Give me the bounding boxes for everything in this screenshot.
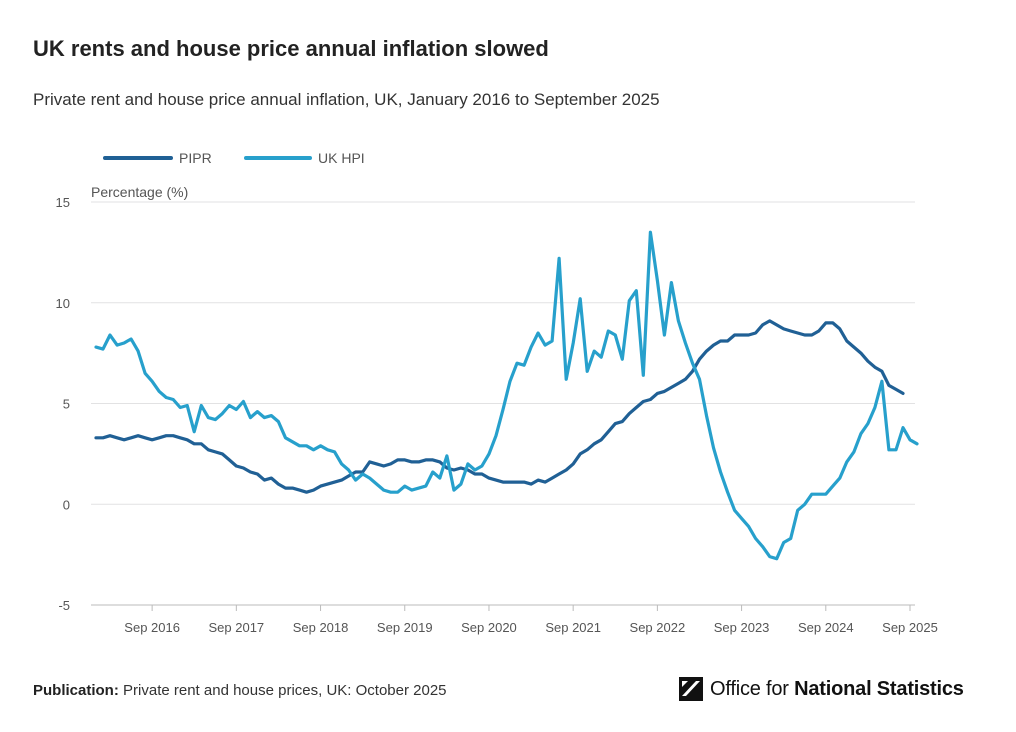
x-tick-label: Sep 2024 bbox=[798, 620, 854, 635]
x-tick-label: Sep 2022 bbox=[630, 620, 686, 635]
publication-note: Publication: Private rent and house pric… bbox=[33, 682, 447, 699]
legend-label-ukhpi: UK HPI bbox=[318, 150, 365, 166]
x-tick-label: Sep 2019 bbox=[377, 620, 433, 635]
x-tick-label: Sep 2016 bbox=[124, 620, 180, 635]
x-tick-label: Sep 2021 bbox=[545, 620, 601, 635]
x-tick-label: Sep 2018 bbox=[293, 620, 349, 635]
y-tick-label: 10 bbox=[56, 296, 70, 311]
chart-grid bbox=[91, 201, 915, 505]
ons-logo-icon bbox=[679, 677, 703, 701]
ons-logo-text: Office for National Statistics bbox=[710, 677, 964, 700]
legend-label-pipr: PIPR bbox=[179, 150, 212, 166]
x-tick-label: Sep 2017 bbox=[209, 620, 265, 635]
y-tick-label: 15 bbox=[56, 195, 70, 210]
series-line-pipr bbox=[94, 319, 905, 494]
y-tick-label: 0 bbox=[63, 497, 70, 512]
y-axis-label: Percentage (%) bbox=[91, 184, 188, 200]
publication-label: Publication: bbox=[33, 682, 119, 699]
y-axis: -5 0 5 10 15 bbox=[56, 195, 70, 613]
x-tick-label: Sep 2023 bbox=[714, 620, 770, 635]
chart-legend: PIPR UK HPI bbox=[103, 150, 365, 166]
series-line-uk-hpi bbox=[94, 230, 919, 561]
y-tick-label: -5 bbox=[58, 598, 70, 613]
x-axis: Sep 2016 Sep 2017 Sep 2018 Sep 2019 Sep 2020… bbox=[91, 604, 938, 635]
y-tick-label: 5 bbox=[63, 397, 70, 412]
chart-series bbox=[94, 230, 919, 561]
chart-subtitle: Private rent and house price annual infl… bbox=[33, 90, 660, 109]
x-tick-label: Sep 2025 bbox=[882, 620, 938, 635]
publication-text: Private rent and house prices, UK: Octob… bbox=[123, 682, 447, 699]
x-tick-label: Sep 2020 bbox=[461, 620, 517, 635]
chart-title: UK rents and house price annual inflatio… bbox=[33, 36, 549, 61]
ons-logo: Office for National Statistics bbox=[678, 676, 964, 702]
